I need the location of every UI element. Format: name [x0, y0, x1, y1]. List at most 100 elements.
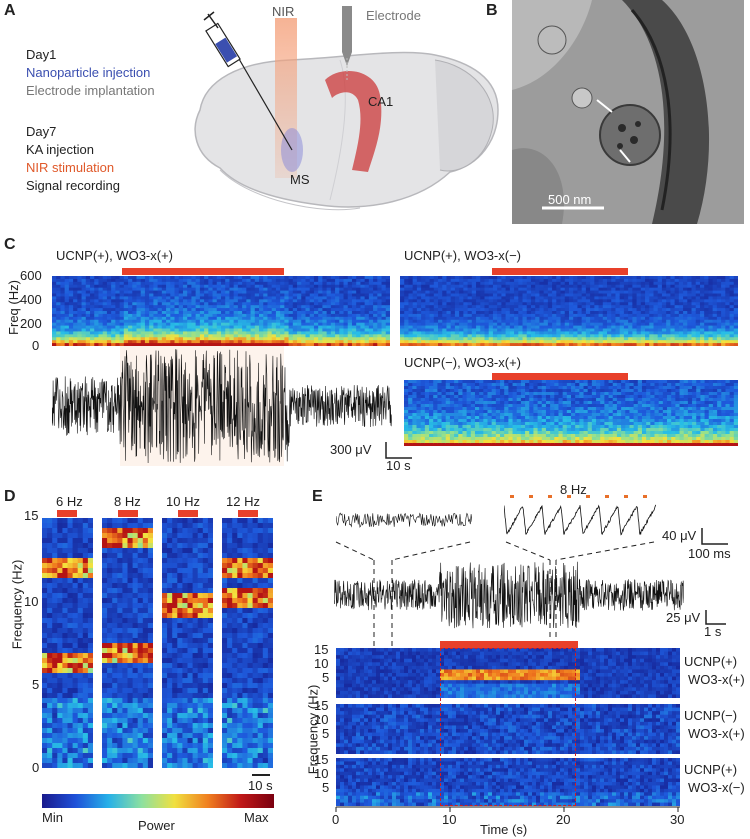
- heatmap-cell: [313, 313, 319, 318]
- heatmap-cell: [335, 319, 340, 324]
- heatmap-cell: [492, 319, 498, 324]
- heatmap-cell: [522, 299, 528, 303]
- heatmap-cell: [400, 319, 405, 324]
- heatmap-cell: [459, 313, 464, 318]
- heatmap-cell: [301, 316, 307, 321]
- heatmap-cell: [98, 302, 104, 306]
- heatmap-cell: [132, 331, 138, 335]
- heatmap-cell: [199, 284, 205, 289]
- heatmap-cell: [292, 284, 298, 289]
- heatmap-cell: [305, 334, 311, 338]
- heatmap-cell: [216, 328, 222, 333]
- heatmap-cell: [661, 278, 667, 283]
- heatmap-cell: [495, 434, 501, 438]
- heatmap-cell: [575, 422, 580, 426]
- heatmap-cell: [449, 386, 455, 390]
- heatmap-cell: [645, 290, 650, 295]
- heatmap-cell: [199, 340, 205, 344]
- heatmap-cell: [623, 296, 629, 300]
- heatmap-cell: [558, 383, 564, 387]
- heatmap-cell: [400, 276, 405, 280]
- heatmap-cell: [123, 305, 129, 309]
- heatmap-cell: [704, 302, 710, 306]
- heatmap-cell: [429, 383, 434, 387]
- heatmap-cell: [98, 299, 104, 303]
- c-ylabel: Freq (Hz): [5, 280, 21, 335]
- heatmap-cell: [462, 416, 468, 420]
- heatmap-cell: [149, 331, 154, 335]
- heatmap-cell: [292, 331, 298, 335]
- heatmap-cell: [619, 322, 625, 327]
- heatmap-cell: [191, 319, 197, 324]
- heatmap-cell: [596, 434, 601, 438]
- heatmap-cell: [569, 331, 574, 335]
- heatmap-cell: [437, 407, 443, 411]
- heatmap-cell: [364, 305, 370, 309]
- heatmap-cell: [351, 287, 357, 292]
- heatmap-cell: [81, 293, 87, 298]
- heatmap-cell: [471, 302, 477, 306]
- heatmap-cell: [442, 276, 448, 280]
- heatmap-cell: [526, 287, 532, 292]
- heatmap-cell: [670, 325, 676, 330]
- heatmap-cell: [695, 284, 701, 289]
- heatmap-cell: [577, 311, 583, 315]
- heatmap-cell: [479, 401, 484, 405]
- heatmap-cell: [326, 340, 332, 344]
- heatmap-cell: [267, 293, 273, 298]
- heatmap-cell: [377, 343, 383, 346]
- heatmap-cell: [254, 299, 260, 303]
- heatmap-cell: [56, 337, 62, 341]
- heatmap-cell: [318, 290, 323, 295]
- heatmap-cell: [560, 328, 566, 333]
- heatmap-cell: [476, 337, 481, 341]
- heatmap-cell: [322, 296, 328, 300]
- heatmap-cell: [153, 328, 159, 333]
- heatmap-cell: [591, 428, 597, 432]
- heatmap-cell: [661, 334, 667, 338]
- heatmap-cell: [420, 410, 426, 414]
- heatmap-cell: [577, 316, 583, 321]
- heatmap-cell: [263, 319, 269, 324]
- heatmap-cell: [381, 343, 387, 346]
- heatmap-cell: [292, 276, 298, 280]
- heatmap-cell: [594, 334, 600, 338]
- heatmap-cell: [545, 404, 551, 408]
- heatmap-cell: [636, 325, 642, 330]
- heatmap-cell: [408, 299, 414, 303]
- heatmap-cell: [500, 398, 505, 402]
- heatmap-cell: [691, 319, 697, 324]
- heatmap-cell: [545, 398, 551, 402]
- heatmap-cell: [566, 392, 572, 396]
- heatmap-cell: [564, 290, 570, 295]
- heatmap-cell: [149, 293, 154, 298]
- heatmap-cell: [543, 276, 549, 280]
- heatmap-cell: [587, 425, 593, 429]
- heatmap-cell: [351, 343, 357, 346]
- heatmap-cell: [556, 328, 562, 333]
- heatmap-cell: [501, 322, 507, 327]
- heatmap-cell: [385, 305, 390, 309]
- heatmap-cell: [550, 398, 555, 402]
- heatmap-cell: [259, 322, 264, 327]
- heatmap-cell: [297, 296, 302, 300]
- heatmap-cell: [438, 276, 443, 280]
- heatmap-cell: [587, 407, 593, 411]
- heatmap-cell: [600, 395, 605, 399]
- heatmap-cell: [90, 287, 95, 292]
- heatmap-cell: [500, 383, 505, 387]
- heatmap-cell: [691, 293, 697, 298]
- heatmap-cell: [587, 413, 593, 417]
- heatmap-cell: [297, 337, 302, 341]
- heatmap-cell: [467, 325, 473, 330]
- heatmap-cell: [144, 337, 150, 341]
- heatmap-cell: [533, 404, 539, 408]
- heatmap-cell: [619, 293, 625, 298]
- heatmap-cell: [520, 389, 526, 393]
- heatmap-cell: [500, 428, 505, 432]
- heatmap-cell: [360, 302, 366, 306]
- heatmap-cell: [421, 296, 426, 300]
- heatmap-cell: [208, 305, 214, 309]
- heatmap-cell: [504, 380, 509, 384]
- heatmap-cell: [225, 311, 231, 315]
